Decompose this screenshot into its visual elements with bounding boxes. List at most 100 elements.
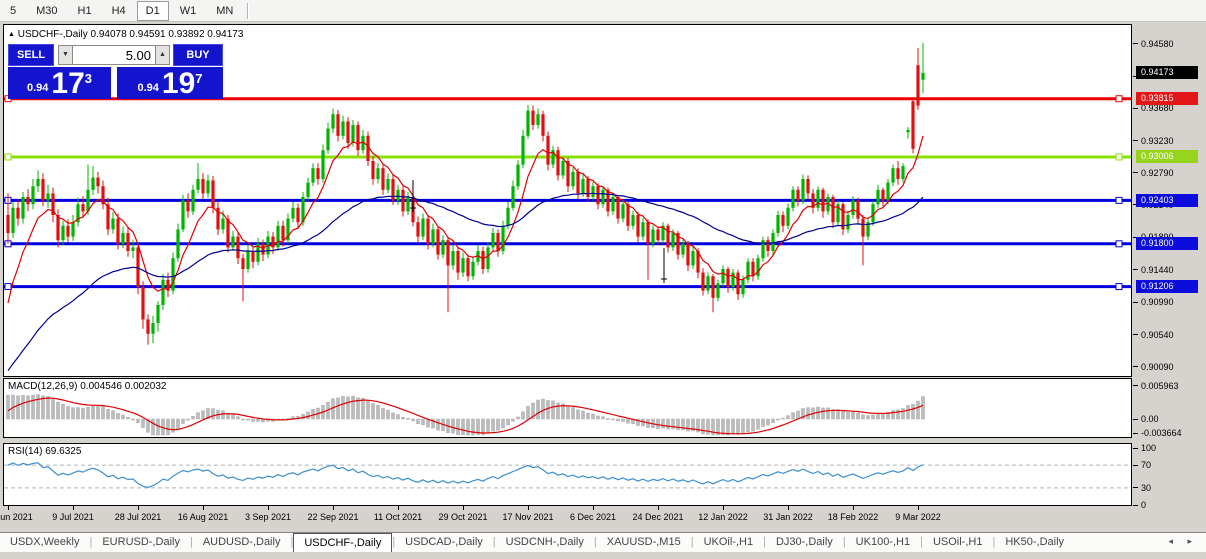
tab-usdcnh-daily[interactable]: USDCNH-,Daily — [505, 536, 584, 548]
axis-price-badge: 0.93815 — [1136, 92, 1198, 106]
date-label: 9 Mar 2022 — [895, 512, 941, 522]
timeframe-button-mn[interactable]: MN — [216, 4, 234, 17]
macd-chart[interactable] — [4, 379, 1131, 437]
tab-audusd-daily[interactable]: AUDUSD-,Daily — [202, 536, 281, 548]
timeframe-toolbar: 5 M30 H1 H4 D1 W1 MN — [0, 0, 1206, 22]
tab-separator: | — [392, 536, 396, 548]
date-label: 18 Feb 2022 — [827, 512, 879, 522]
rsi-chart[interactable] — [4, 444, 1131, 505]
ma-slow-line — [7, 192, 924, 372]
date-tick — [203, 506, 204, 510]
date-label: 17 Nov 2021 — [502, 512, 554, 522]
tab-separator: | — [842, 536, 846, 548]
macd-axis-label: -0.003664 — [1141, 428, 1182, 438]
tab-ukoil-h1[interactable]: UKOil-,H1 — [703, 536, 754, 548]
buy-button[interactable]: BUY — [173, 44, 223, 66]
status-bar — [0, 552, 1206, 559]
axis-price-label: 0.93680 — [1141, 103, 1174, 114]
tab-usoil-h1[interactable]: USOil-,H1 — [932, 536, 983, 548]
tab-uk100-h1[interactable]: UK100-,H1 — [855, 536, 911, 548]
axis-tick — [1133, 464, 1138, 466]
axis-price-label: 0.90540 — [1141, 329, 1174, 340]
axis-tick — [1133, 204, 1138, 206]
axis-price-badge: 0.91800 — [1136, 237, 1198, 251]
buy-price-pip-digit: 7 — [195, 71, 203, 86]
date-tick — [8, 506, 9, 510]
toolbar-separator — [247, 2, 250, 19]
axis-price-label: 0.90090 — [1141, 361, 1174, 372]
timeframe-button-w1[interactable]: W1 — [179, 4, 197, 17]
chart-symbol-label: USDCHF-,Daily — [17, 29, 88, 40]
date-label: 9 Jul 2021 — [52, 512, 94, 522]
date-tick — [853, 506, 854, 510]
date-label: 16 Aug 2021 — [177, 512, 229, 522]
candles-group — [6, 42, 925, 345]
axis-tick — [1133, 172, 1138, 174]
volume-input[interactable] — [73, 45, 155, 65]
timeframe-button-m30[interactable]: M30 — [36, 4, 58, 17]
axis-tick — [1133, 504, 1138, 506]
tab-usdchf-daily[interactable]: USDCHF-,Daily — [293, 533, 393, 552]
date-label: 29 Oct 2021 — [438, 512, 488, 522]
tab-scroll-arrows[interactable]: ◂ ▸ — [1168, 536, 1198, 546]
tab-dj30-daily[interactable]: DJ30-,Daily — [775, 536, 833, 548]
tab-hk50-daily[interactable]: HK50-,Daily — [1005, 536, 1065, 548]
timeframe-button-d1[interactable]: D1 — [136, 0, 169, 21]
sell-price-big-digits: 17 — [51, 67, 85, 100]
rsi-indicator-panel[interactable] — [3, 443, 1132, 506]
sell-price-display[interactable]: 0.94 17 3 — [8, 67, 111, 99]
tab-usdcad-daily[interactable]: USDCAD-,Daily — [405, 536, 483, 548]
macd-indicator-panel[interactable] — [3, 378, 1132, 438]
tab-xauusd-m15[interactable]: XAUUSD-,M15 — [606, 536, 681, 548]
axis-price-badge: 0.92403 — [1136, 193, 1198, 207]
date-tick — [333, 506, 334, 510]
macd-histogram — [6, 394, 925, 436]
tab-separator: | — [189, 536, 193, 548]
tab-eurusd-daily[interactable]: EURUSD-,Daily — [102, 536, 180, 548]
candlestick-chart[interactable] — [4, 25, 1131, 376]
axis-tick — [1133, 418, 1138, 420]
axis-tick — [1133, 107, 1138, 109]
price-axis: 0.945800.941300.936800.932300.927900.923… — [1133, 24, 1206, 532]
axis-tick — [1133, 366, 1138, 368]
axis-price-badge: 0.94173 — [1136, 66, 1198, 80]
tab-separator: | — [690, 536, 694, 548]
tab-separator: | — [492, 536, 496, 548]
volume-increase-button[interactable]: ▲ — [155, 45, 170, 65]
timeframe-button-h1[interactable]: H1 — [77, 4, 92, 17]
one-click-trading-panel: SELL ▼ ▲ BUY 0.94 17 3 0.94 19 7 — [8, 44, 223, 99]
timeframe-button-h4[interactable]: H4 — [111, 4, 126, 17]
tab-separator: | — [89, 536, 93, 548]
buy-price-display[interactable]: 0.94 19 7 — [117, 67, 223, 99]
macd-label: MACD(12,26,9) 0.004546 0.002032 — [8, 381, 167, 392]
date-label: 11 Oct 2021 — [373, 512, 423, 522]
axis-tick — [1133, 43, 1138, 45]
axis-price-badge: 0.91206 — [1136, 280, 1198, 294]
date-tick — [268, 506, 269, 510]
tab-usdx-weekly[interactable]: USDX,Weekly — [10, 536, 80, 548]
axis-price-label: 0.94580 — [1141, 38, 1174, 49]
buy-price-prefix: 0.94 — [137, 82, 159, 94]
date-label: 24 Dec 2021 — [632, 512, 684, 522]
volume-spinner: ▼ ▲ — [58, 45, 170, 65]
rsi-axis-label: 70 — [1141, 460, 1152, 471]
date-tick — [463, 506, 464, 510]
axis-price-label: 0.93230 — [1141, 135, 1174, 146]
rsi-axis-label: 100 — [1141, 443, 1157, 453]
sell-button[interactable]: SELL — [8, 44, 54, 66]
price-chart-panel[interactable] — [3, 24, 1132, 377]
tab-separator: | — [992, 536, 996, 548]
date-label: 31 Jan 2022 — [763, 512, 813, 522]
tab-separator: | — [763, 536, 766, 548]
date-tick — [138, 506, 139, 510]
date-tick — [398, 506, 399, 510]
axis-price-label: 0.91440 — [1141, 264, 1174, 275]
axis-tick — [1133, 301, 1138, 303]
volume-decrease-button[interactable]: ▼ — [58, 45, 73, 65]
timeframe-button-5[interactable]: 5 — [10, 4, 17, 17]
triangle-up-icon: ▲ — [8, 31, 15, 38]
date-tick — [593, 506, 594, 510]
date-tick — [658, 506, 659, 510]
date-tick — [73, 506, 74, 510]
